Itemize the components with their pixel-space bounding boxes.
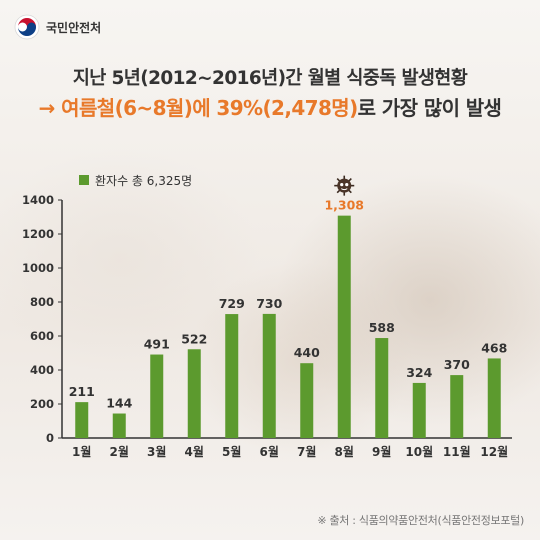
bar-value-label: 324 bbox=[406, 365, 432, 380]
bar-value-label: 588 bbox=[369, 320, 395, 335]
bar bbox=[450, 375, 464, 438]
chart-title: 지난 5년(2012~2016년)간 월별 식중독 발생현황 bbox=[72, 68, 468, 89]
x-tick-label: 9월 bbox=[372, 444, 391, 459]
x-tick-label: 2월 bbox=[110, 444, 129, 459]
x-tick-label: 11월 bbox=[443, 444, 471, 459]
x-tick-label: 10월 bbox=[405, 444, 433, 459]
subtitle-rest: 로 가장 많이 발생 bbox=[357, 96, 502, 120]
bar-value-label: 729 bbox=[219, 296, 245, 311]
org-name: 국민안전처 bbox=[46, 20, 102, 35]
y-tick-label: 200 bbox=[30, 397, 54, 411]
x-tick-label: 5월 bbox=[222, 444, 241, 459]
bar-value-label: 1,308 bbox=[324, 198, 364, 213]
bar bbox=[337, 215, 351, 438]
bar-value-label: 468 bbox=[481, 340, 507, 355]
bar bbox=[375, 338, 389, 438]
x-tick-label: 6월 bbox=[260, 444, 279, 459]
subtitle-highlight: → 여름철(6~8월)에 39%(2,478명) bbox=[38, 96, 359, 120]
bar bbox=[187, 349, 201, 438]
bar bbox=[262, 313, 276, 438]
bar-value-label: 522 bbox=[181, 331, 207, 346]
bar bbox=[150, 354, 164, 438]
y-tick-label: 0 bbox=[46, 431, 54, 445]
org-logo: 국민안전처 bbox=[14, 14, 101, 40]
y-tick-label: 800 bbox=[30, 295, 54, 309]
bar bbox=[112, 413, 126, 438]
bar-value-label: 491 bbox=[144, 337, 170, 352]
bar-value-label: 440 bbox=[294, 345, 320, 360]
bar-value-label: 144 bbox=[106, 396, 132, 411]
chart-subtitle: → 여름철(6~8월)에 39%(2,478명)로 가장 많이 발생 bbox=[0, 92, 540, 121]
bar bbox=[487, 358, 501, 438]
y-tick-label: 1400 bbox=[22, 193, 54, 207]
virus-germ-icon bbox=[334, 175, 355, 196]
legend-swatch bbox=[79, 175, 89, 185]
x-tick-label: 3월 bbox=[147, 444, 166, 459]
bar-value-label: 730 bbox=[256, 296, 282, 311]
y-tick-label: 400 bbox=[30, 363, 54, 377]
x-tick-label: 4월 bbox=[185, 444, 204, 459]
bar bbox=[412, 382, 426, 438]
x-tick-label: 7월 bbox=[297, 444, 316, 459]
bar-value-label: 211 bbox=[69, 384, 95, 399]
x-tick-label: 12월 bbox=[480, 444, 508, 459]
bar bbox=[300, 363, 314, 438]
bar bbox=[225, 314, 239, 438]
bar bbox=[75, 402, 89, 438]
y-tick-label: 600 bbox=[30, 329, 54, 343]
y-tick-label: 1000 bbox=[22, 261, 54, 275]
legend-label: 환자수 총 6,325명 bbox=[95, 174, 192, 188]
bar-value-label: 370 bbox=[444, 357, 470, 372]
source-note: ※ 출처 : 식품의약품안전처(식품안전정보포털) bbox=[317, 514, 524, 527]
y-tick-label: 1200 bbox=[22, 227, 54, 241]
taegeuk-logo-icon bbox=[14, 14, 40, 40]
x-tick-label: 1월 bbox=[72, 444, 91, 459]
x-tick-label: 8월 bbox=[335, 444, 354, 459]
